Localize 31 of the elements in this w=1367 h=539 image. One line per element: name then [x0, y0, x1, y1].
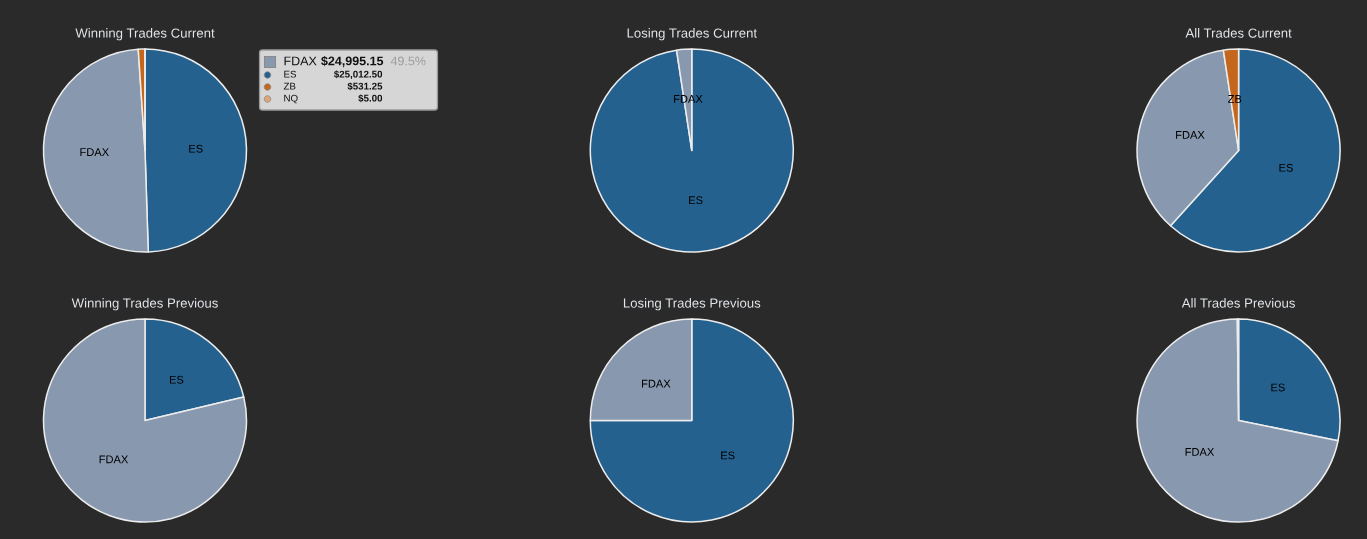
- slice-label: ES: [689, 196, 703, 205]
- slice-label: ES: [1279, 163, 1293, 172]
- chart-title: Winning Trades Current: [75, 28, 215, 41]
- chart-title: All Trades Previous: [1181, 298, 1295, 308]
- legend-label: ZB: [283, 82, 296, 90]
- data-label: $24,995.15: [321, 55, 384, 68]
- legend-label: ES: [284, 70, 297, 78]
- slice-label: FDAX: [1176, 131, 1205, 139]
- slice-label: FDAX: [642, 379, 671, 388]
- text: 49.5%: [390, 56, 426, 66]
- chart-title: Losing Trades Previous: [623, 298, 761, 311]
- pie-slice: [589, 318, 795, 523]
- legend-label: FDAX: [284, 56, 317, 66]
- slice-label: FDAX: [1185, 448, 1215, 456]
- chart-title: Losing Trades Current: [627, 28, 757, 41]
- legend-label: NQ: [284, 94, 298, 104]
- pie-slice: [42, 318, 248, 523]
- pie-slice: [1136, 318, 1339, 523]
- data-label: $5.00: [358, 94, 383, 103]
- chart-title: Winning Trades Previous: [71, 298, 218, 311]
- slice-label: ZB: [1228, 95, 1242, 103]
- slice-label: FDAX: [99, 455, 129, 464]
- slice-label: ES: [189, 144, 203, 153]
- data-label: $531.25: [347, 82, 383, 91]
- slice-label: ES: [721, 451, 735, 460]
- slice-label: ES: [1271, 383, 1285, 392]
- slice-label: FDAX: [80, 148, 109, 156]
- data-label: $25,012.50: [333, 70, 383, 80]
- slice-label: ES: [169, 375, 184, 384]
- pie-slice: [589, 48, 795, 253]
- chart-title: All Trades Current: [1185, 28, 1292, 38]
